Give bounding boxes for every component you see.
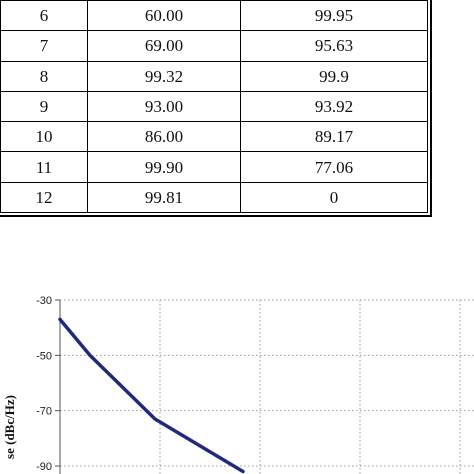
table-row: 6 60.00 99.95 <box>0 0 428 32</box>
table-cell: 69.00 <box>87 30 241 62</box>
table-cell: 12 <box>0 181 88 214</box>
table-cell: 60.00 <box>87 0 241 32</box>
table-cell: 11 <box>0 151 88 183</box>
y-axis-label: se (dBc/Hz) <box>2 395 17 459</box>
table-cell: 93.00 <box>87 90 241 123</box>
table-row: 7 69.00 95.63 <box>0 30 428 62</box>
table-cell: 99.95 <box>240 0 428 32</box>
table-row: 8 99.32 99.9 <box>0 60 428 92</box>
table-cell: 10 <box>0 121 88 153</box>
table-cell: 99.32 <box>87 60 241 92</box>
data-table: 6 60.00 99.95 7 69.00 95.63 8 99.32 99.9 9 93.00 93… <box>0 0 428 214</box>
table-row: 9 93.00 93.92 <box>0 90 428 123</box>
y-tick-label: -50 <box>36 350 52 362</box>
table-row: 11 99.90 77.06 <box>0 151 428 183</box>
y-tick-label: -90 <box>36 461 52 473</box>
table-cell: 99.9 <box>240 60 428 92</box>
table-cell: 7 <box>0 30 88 62</box>
data-table-frame: 6 60.00 99.95 7 69.00 95.63 8 99.32 99.9 9 93.00 93… <box>0 0 432 217</box>
table-cell: 77.06 <box>240 151 428 183</box>
table-body: 6 60.00 99.95 7 69.00 95.63 8 99.32 99.9 9 93.00 93… <box>0 0 428 214</box>
table-cell: 6 <box>0 0 88 32</box>
table-cell: 93.92 <box>240 90 428 123</box>
table-row: 10 86.00 89.17 <box>0 121 428 153</box>
y-tick-label: -30 <box>36 295 52 307</box>
table-cell: 8 <box>0 60 88 92</box>
table-row: 12 99.81 0 <box>0 181 428 214</box>
table-cell: 99.81 <box>87 181 241 214</box>
table-cell: 89.17 <box>240 121 428 153</box>
table-cell: 99.90 <box>87 151 241 183</box>
table-cell: 95.63 <box>240 30 428 62</box>
table-cell: 86.00 <box>87 121 241 153</box>
table-cell: 9 <box>0 90 88 123</box>
y-tick-label: -70 <box>36 406 52 418</box>
table-cell: 0 <box>240 181 428 214</box>
series-line <box>58 317 245 474</box>
